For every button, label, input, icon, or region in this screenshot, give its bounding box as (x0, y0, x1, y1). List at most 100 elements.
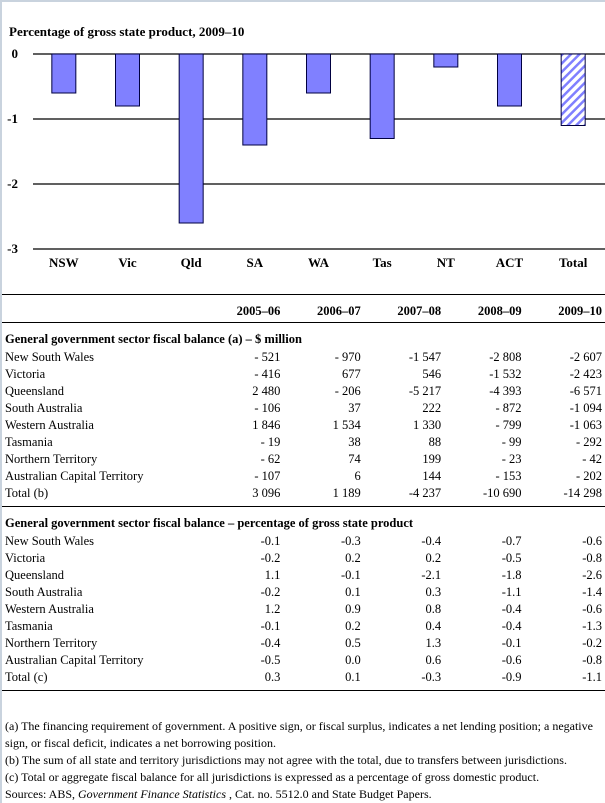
chart-title: Percentage of gross state product, 2009–… (9, 24, 245, 39)
cell-value: - 42 (582, 452, 602, 466)
cell-value: 0.5 (345, 636, 361, 650)
cell-value: -0.7 (501, 534, 522, 548)
cell-value: 1 330 (413, 418, 442, 432)
year-header: 2009–10 (524, 294, 605, 323)
cell-value: 0.3 (425, 585, 442, 599)
table-row: South Australia -0.2 0.1 0.3 -1.1 -1.4 (2, 584, 605, 601)
cell-value: 74 (348, 452, 361, 466)
cell-value: -4 393 (489, 384, 522, 398)
bar-chart: 0 -1 -2 -3 NSW Vic Qld SA WA Tas NT ACT Total (7, 46, 605, 270)
row-label: Queensland (5, 568, 65, 582)
table-row: Australian Capital Territory -0.5 0.0 0.6 -0… (2, 652, 605, 669)
row-label: Victoria (5, 367, 46, 381)
cell-value: 38 (348, 435, 361, 449)
year-header: 2005–06 (203, 294, 284, 323)
table-row: Australian Capital Territory - 107 6 144 - 1… (2, 468, 605, 485)
cell-value: - 107 (254, 469, 281, 483)
cell-value: 0.0 (345, 653, 361, 667)
cell-value: - 206 (334, 384, 361, 398)
cell-value: 144 (422, 469, 442, 483)
cell-value: 222 (422, 401, 442, 415)
table-row: Total (b) 3 096 1 189 -4 237 -10 690 -14 298 (2, 485, 605, 502)
header-blank (2, 294, 203, 323)
bar-act (497, 53, 522, 107)
cell-value: -0.6 (582, 534, 602, 548)
cell-value: 0.3 (264, 670, 281, 684)
table-row: Tasmania - 19 38 88 - 99 - 292 (2, 434, 605, 451)
footnote-a: (a) The financing requirement of governm… (5, 719, 593, 750)
cell-value: -0.5 (501, 551, 522, 565)
cell-value: -0.1 (260, 534, 281, 548)
cell-value: 0.9 (345, 602, 361, 616)
year-header: 2007–08 (363, 294, 445, 323)
sources: Sources: ABS, Government Finance Statist… (5, 786, 603, 803)
row-label: Tasmania (5, 435, 53, 449)
row-label: Northern Territory (5, 636, 98, 650)
cell-value: -6 571 (569, 384, 602, 398)
cell-value: -0.2 (582, 636, 602, 650)
table-row: Northern Territory - 62 74 199 - 23 - 42 (2, 451, 605, 468)
bar-total (560, 53, 586, 126)
table-row: Victoria -0.2 0.2 0.2 -0.5 -0.8 (2, 550, 605, 567)
bar-nt (433, 53, 459, 68)
cell-value: -0.4 (260, 636, 281, 650)
x-tick-label: Qld (181, 255, 203, 270)
table-row: South Australia - 106 37 222 - 872 -1 094 (2, 400, 605, 417)
cell-value: 0.4 (425, 619, 442, 633)
cell-value: 1.1 (264, 568, 281, 582)
cell-value: -1 094 (569, 401, 602, 415)
row-label: Total (c) (5, 670, 48, 684)
x-tick-label: NT (437, 255, 455, 270)
section-spacer (2, 502, 605, 507)
year-header: 2008–09 (444, 294, 525, 323)
cell-value: -0.2 (260, 551, 281, 565)
section-title: General government sector fiscal balance… (5, 331, 302, 346)
sources-title: Government Finance Statistics (78, 787, 226, 801)
x-axis-ticks: NSW Vic Qld SA WA Tas NT ACT Total (49, 255, 588, 270)
cell-value: -0.4 (501, 602, 522, 616)
cell-value: 88 (428, 435, 442, 449)
cell-value: -2.6 (582, 568, 602, 582)
cell-value: 677 (342, 367, 361, 381)
section-spacer (2, 686, 605, 691)
cell-value: - 62 (260, 452, 281, 466)
x-tick-label: WA (308, 255, 330, 270)
bar-wa (306, 53, 331, 94)
table-row: Queensland 2 480 - 206 -5 217 -4 393 -6 571 (2, 383, 605, 400)
cell-value: -1.4 (582, 585, 602, 599)
cell-value: -0.9 (501, 670, 522, 684)
cell-value: 3 096 (252, 486, 281, 500)
section-title: General government sector fiscal balance… (5, 515, 414, 530)
row-label: South Australia (5, 585, 83, 599)
cell-value: - 106 (254, 401, 281, 415)
cell-value: -2.1 (421, 568, 442, 582)
year-header: 2006–07 (283, 294, 364, 323)
cell-value: -10 690 (483, 486, 522, 500)
cell-value: -0.3 (340, 534, 361, 548)
bar-qld (178, 53, 204, 224)
cell-value: - 202 (575, 469, 602, 483)
cell-value: - 799 (495, 418, 522, 432)
cell-value: -2 607 (569, 350, 602, 364)
cell-value: -1.1 (501, 585, 522, 599)
x-tick-label: Total (559, 255, 588, 270)
x-tick-label: Vic (118, 255, 137, 270)
cell-value: - 416 (254, 367, 281, 381)
cell-value: 0.2 (345, 551, 361, 565)
cell-value: 0.1 (345, 670, 361, 684)
table-row: Northern Territory -0.4 0.5 1.3 -0.1 -0.2 (2, 635, 605, 652)
table-row: New South Wales - 521 - 970 -1 547 -2 808 -2 … (2, 349, 605, 366)
cell-value: - 153 (495, 469, 522, 483)
cell-value: - 292 (575, 435, 602, 449)
section-percent: General government sector fiscal balance… (2, 507, 605, 687)
sources-prefix: Sources: ABS, (5, 787, 79, 801)
y-tick-label: -3 (7, 241, 18, 256)
row-label: Queensland (5, 384, 65, 398)
table-row: Total (c) 0.3 0.1 -0.3 -0.9 -1.1 (2, 669, 605, 686)
row-label: Tasmania (5, 619, 53, 633)
footnote-b: (b) The sum of all state and territory j… (5, 753, 567, 767)
cell-value: 0.8 (425, 602, 442, 616)
cell-value: -0.8 (582, 551, 602, 565)
row-label: Australian Capital Territory (5, 653, 144, 667)
x-tick-label: SA (247, 255, 264, 270)
